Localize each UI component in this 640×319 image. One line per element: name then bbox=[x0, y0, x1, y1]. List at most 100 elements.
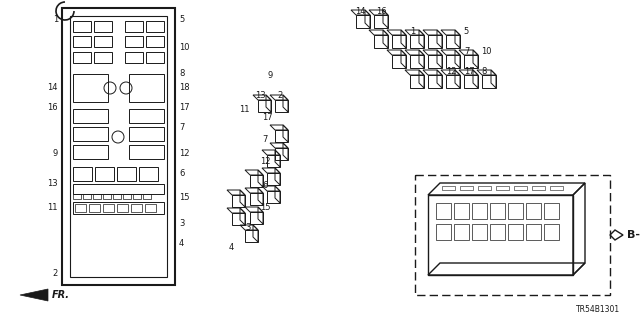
Text: 4: 4 bbox=[179, 239, 184, 248]
Text: 6: 6 bbox=[262, 181, 268, 189]
Bar bbox=[117, 167, 136, 181]
Bar bbox=[490, 224, 505, 240]
Bar bbox=[526, 224, 541, 240]
Bar bbox=[133, 194, 141, 199]
Text: 10: 10 bbox=[481, 47, 492, 56]
Bar bbox=[415, 175, 610, 295]
Bar bbox=[123, 194, 131, 199]
Bar bbox=[70, 16, 167, 277]
Bar bbox=[73, 74, 108, 102]
Bar bbox=[103, 204, 114, 212]
Bar bbox=[117, 204, 128, 212]
Text: 9: 9 bbox=[268, 70, 273, 79]
Text: 8: 8 bbox=[179, 69, 184, 78]
Bar bbox=[146, 21, 164, 32]
Bar bbox=[514, 186, 527, 190]
Bar bbox=[145, 204, 156, 212]
Bar bbox=[73, 202, 164, 214]
Bar bbox=[146, 36, 164, 47]
Bar bbox=[73, 184, 164, 194]
Text: 1: 1 bbox=[410, 26, 415, 35]
Text: 7: 7 bbox=[262, 136, 268, 145]
Text: FR.: FR. bbox=[52, 290, 70, 300]
Text: 15: 15 bbox=[179, 194, 189, 203]
Bar bbox=[436, 224, 451, 240]
Text: 16: 16 bbox=[376, 6, 387, 16]
Bar bbox=[62, 8, 175, 285]
Bar bbox=[544, 224, 559, 240]
Text: 18: 18 bbox=[179, 84, 189, 93]
Text: TR54B1301: TR54B1301 bbox=[576, 306, 620, 315]
Text: B-7: B-7 bbox=[627, 230, 640, 240]
Bar bbox=[508, 224, 523, 240]
Bar bbox=[73, 21, 91, 32]
Bar bbox=[454, 224, 469, 240]
Bar bbox=[94, 52, 112, 63]
Bar bbox=[73, 167, 92, 181]
Bar bbox=[454, 203, 469, 219]
Text: 2: 2 bbox=[52, 269, 58, 278]
Text: 14: 14 bbox=[47, 84, 58, 93]
Text: 12: 12 bbox=[446, 66, 456, 76]
Text: 5: 5 bbox=[179, 16, 184, 25]
Text: 10: 10 bbox=[179, 43, 189, 53]
Text: 16: 16 bbox=[47, 103, 58, 113]
Bar bbox=[93, 194, 101, 199]
Text: 6: 6 bbox=[179, 168, 184, 177]
Text: 12: 12 bbox=[179, 149, 189, 158]
Bar bbox=[436, 203, 451, 219]
Text: 9: 9 bbox=[52, 149, 58, 158]
Text: 14: 14 bbox=[355, 6, 365, 16]
Bar bbox=[73, 127, 108, 141]
Text: 15: 15 bbox=[260, 204, 270, 212]
Text: 17: 17 bbox=[262, 114, 272, 122]
Bar bbox=[544, 203, 559, 219]
Bar bbox=[526, 203, 541, 219]
Bar bbox=[550, 186, 563, 190]
Text: 4: 4 bbox=[228, 243, 234, 253]
Bar bbox=[129, 145, 164, 159]
Bar bbox=[442, 186, 455, 190]
Text: 7: 7 bbox=[464, 47, 469, 56]
Bar bbox=[125, 36, 143, 47]
Bar bbox=[129, 74, 164, 102]
Bar bbox=[73, 52, 91, 63]
Bar bbox=[73, 145, 108, 159]
Text: 17: 17 bbox=[464, 66, 475, 76]
Bar bbox=[125, 52, 143, 63]
Bar bbox=[508, 203, 523, 219]
Bar bbox=[472, 203, 487, 219]
Text: 17: 17 bbox=[179, 103, 189, 113]
Text: 3: 3 bbox=[179, 219, 184, 227]
Bar bbox=[73, 109, 108, 123]
Bar bbox=[94, 36, 112, 47]
Bar bbox=[95, 167, 114, 181]
Bar bbox=[113, 194, 121, 199]
Bar bbox=[94, 21, 112, 32]
Text: 1: 1 bbox=[52, 16, 58, 25]
Bar bbox=[129, 127, 164, 141]
Bar bbox=[131, 204, 142, 212]
Text: 12: 12 bbox=[260, 158, 270, 167]
Text: 8: 8 bbox=[481, 66, 486, 76]
Bar bbox=[472, 224, 487, 240]
Bar bbox=[129, 109, 164, 123]
Text: 13: 13 bbox=[255, 91, 266, 100]
Bar bbox=[125, 21, 143, 32]
Bar bbox=[83, 194, 91, 199]
Bar bbox=[460, 186, 473, 190]
Text: 11: 11 bbox=[47, 204, 58, 212]
Text: 3: 3 bbox=[245, 224, 251, 233]
Text: 7: 7 bbox=[179, 123, 184, 132]
Bar bbox=[146, 52, 164, 63]
Bar bbox=[490, 203, 505, 219]
Bar bbox=[103, 194, 111, 199]
Bar bbox=[89, 204, 100, 212]
Text: 11: 11 bbox=[239, 106, 249, 115]
Text: 2: 2 bbox=[277, 92, 283, 100]
Bar bbox=[532, 186, 545, 190]
Text: 13: 13 bbox=[47, 179, 58, 188]
Bar bbox=[73, 36, 91, 47]
Bar bbox=[478, 186, 491, 190]
Bar bbox=[73, 194, 81, 199]
